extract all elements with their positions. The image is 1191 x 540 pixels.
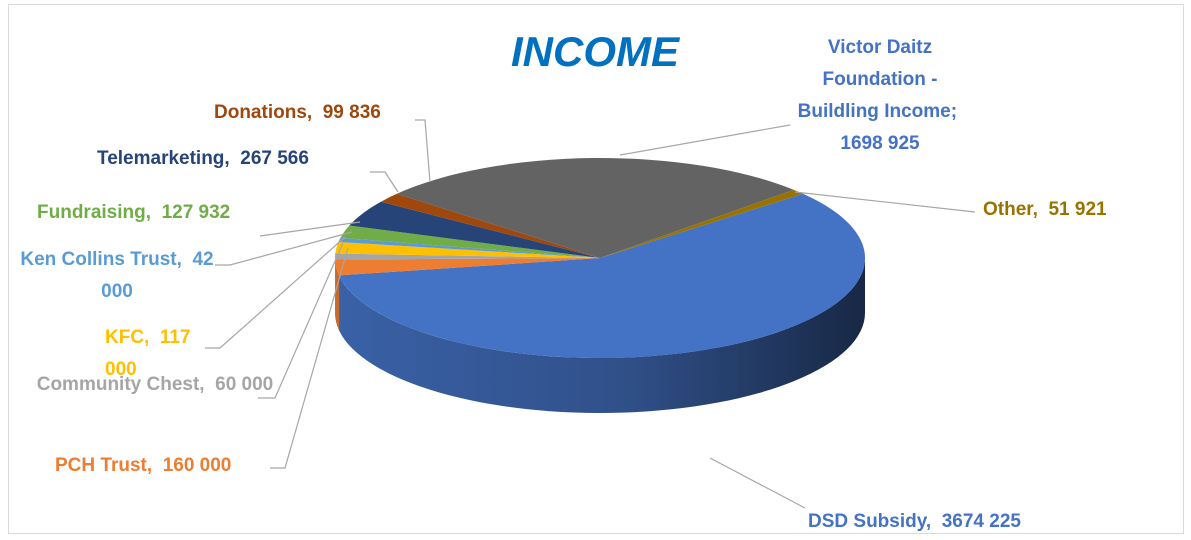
category-label: DSD Subsidy,: [808, 511, 932, 532]
value-label: 267 566: [240, 148, 309, 169]
leader-line: [619, 124, 791, 156]
data-label: Donations, 99 836: [214, 97, 444, 129]
frame: [8, 4, 1184, 534]
slice-side: [335, 259, 340, 331]
leader-line: [370, 171, 399, 193]
value-label: 1698 925: [840, 133, 920, 154]
category-label: Fundraising,: [37, 202, 151, 223]
category-label: Victor Daitz Foundation - Buildling Inco…: [797, 37, 958, 122]
category-label: Other,: [983, 199, 1038, 220]
value-label: 99 836: [322, 102, 381, 123]
data-label: Other, 51 921: [983, 194, 1183, 226]
leader-line: [794, 191, 976, 213]
slice: [349, 201, 600, 258]
value-label: 160 000: [162, 455, 232, 476]
data-label: Community Chest, 60 000: [30, 369, 280, 401]
data-label: Ken Collins Trust, 42 000: [12, 244, 222, 308]
leader-line: [709, 457, 806, 509]
slice: [335, 241, 600, 258]
slice: [338, 237, 600, 258]
data-label: Telemarketing, 267 566: [97, 143, 397, 175]
category-label: Ken Collins Trust,: [20, 249, 182, 270]
chart-title: INCOME: [511, 28, 679, 75]
leader-line: [259, 221, 361, 237]
tops: [335, 158, 866, 358]
category-label: KFC,: [105, 327, 150, 348]
slice: [339, 193, 866, 358]
category-label: Donations,: [214, 102, 313, 123]
value-label: 3674 225: [941, 511, 1021, 532]
leader-line: [215, 231, 353, 266]
leader-line: [415, 119, 431, 183]
leader-line: [270, 247, 349, 469]
sides: [335, 258, 866, 414]
data-label: Fundraising, 127 932: [37, 197, 277, 229]
value-label: 42 000: [101, 249, 214, 302]
data-label: Victor Daitz Foundation - Buildling Inco…: [780, 32, 980, 160]
category-label: Community Chest,: [36, 374, 205, 395]
value-label: 117 000: [105, 327, 191, 380]
slice: [335, 253, 600, 260]
category-label: PCH Trust,: [55, 455, 153, 476]
slice: [340, 225, 600, 258]
data-label: DSD Subsidy, 3674 225: [808, 506, 1138, 538]
leader-lines: [205, 119, 976, 509]
slice: [380, 193, 600, 258]
data-label: PCH Trust, 160 000: [55, 450, 285, 482]
value-label: 51 921: [1048, 199, 1107, 220]
slice: [600, 189, 804, 258]
slice-side: [339, 258, 866, 414]
slice: [335, 258, 600, 276]
data-label: KFC, 117 000: [105, 322, 225, 386]
leader-line: [205, 236, 346, 349]
value-label: 127 932: [161, 202, 231, 223]
slice: [396, 158, 794, 258]
value-label: 60 000: [215, 374, 274, 395]
category-label: Telemarketing,: [97, 148, 230, 169]
leader-line: [258, 242, 344, 399]
